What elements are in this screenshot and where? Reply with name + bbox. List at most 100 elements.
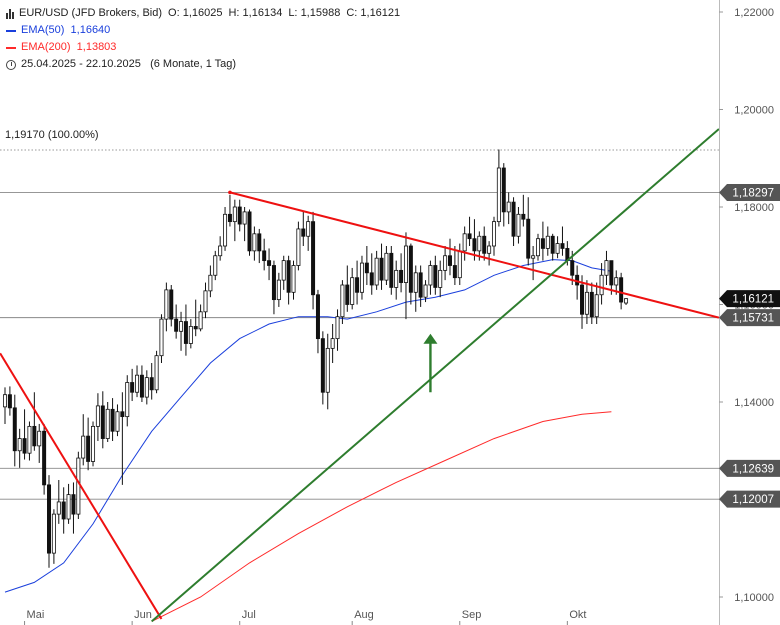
- candle: [540, 221, 545, 261]
- price-badge-text: 1,12639: [732, 463, 774, 475]
- candle: [403, 232, 408, 320]
- candle-body-down: [32, 425, 37, 447]
- y-tick-label: 1,20000: [734, 105, 774, 117]
- candle: [149, 363, 154, 400]
- candle-body-down: [183, 321, 188, 344]
- candle-body-up: [614, 277, 619, 286]
- ema200-swatch: [6, 46, 16, 49]
- legend-range-row: 25.04.2025 - 22.10.2025 (6 Monate, 1 Tag…: [6, 56, 400, 73]
- candle: [203, 282, 208, 319]
- candle-body-up: [105, 408, 110, 439]
- candle-body-down: [540, 238, 545, 249]
- candle: [100, 391, 105, 449]
- candle-body-down: [12, 407, 17, 452]
- candle-body-up: [496, 167, 501, 223]
- candle: [325, 333, 330, 410]
- candle: [580, 275, 585, 329]
- candle-body-up: [188, 326, 193, 344]
- candle-body-down: [580, 284, 585, 315]
- arrow-head: [423, 333, 438, 344]
- x-tick-label: Sep: [462, 609, 482, 621]
- candle: [17, 428, 22, 468]
- candle: [188, 319, 193, 349]
- candle-body-up: [51, 513, 56, 554]
- candle-body-down: [174, 318, 179, 332]
- x-tick-label: Jul: [242, 609, 256, 621]
- y-tick-label: 1,10000: [734, 592, 774, 604]
- high-value: 1,16134: [242, 7, 283, 19]
- candle-body-down: [71, 494, 76, 515]
- candle: [418, 265, 423, 307]
- price-badge-shape: [719, 290, 780, 308]
- candle: [81, 414, 86, 466]
- candle: [139, 365, 144, 402]
- candle: [330, 324, 335, 363]
- candle-body-down: [257, 233, 262, 252]
- candle-body-up: [144, 377, 149, 398]
- x-tick-label: Okt: [569, 609, 586, 621]
- candle: [227, 194, 232, 227]
- candles-layer: [3, 149, 629, 568]
- candle: [110, 398, 115, 441]
- candle: [384, 246, 389, 285]
- candle-body-down: [560, 243, 565, 249]
- fib-level-label: 1,19170 (100.00%): [5, 129, 99, 141]
- legend-ema50-row[interactable]: EMA(50) 1,16640: [6, 22, 400, 39]
- candle-body-up: [76, 457, 81, 515]
- candle-body-up: [208, 274, 213, 292]
- candle: [526, 197, 531, 266]
- candle: [521, 194, 526, 227]
- candle: [154, 350, 159, 394]
- candle-body-down: [345, 284, 350, 305]
- candle: [7, 386, 12, 416]
- candle-body-down: [267, 260, 272, 266]
- candle-body-down: [389, 252, 394, 288]
- candle: [315, 289, 320, 354]
- candle: [501, 163, 506, 227]
- legend-ema200-row[interactable]: EMA(200) 1,13803: [6, 39, 400, 56]
- candle: [531, 246, 536, 281]
- candle: [12, 394, 17, 467]
- candle: [276, 272, 281, 307]
- price-badge-text: 1,15731: [732, 313, 774, 325]
- candle-body-down: [130, 382, 135, 393]
- candle-body-up: [443, 255, 448, 271]
- candle: [257, 228, 262, 264]
- candle-body-down: [408, 245, 413, 293]
- candle: [237, 199, 242, 232]
- candle-body-up: [3, 394, 8, 408]
- candle-body-down: [286, 260, 291, 293]
- y-tick-label: 1,22000: [734, 7, 774, 19]
- candle: [193, 299, 198, 337]
- candle: [252, 226, 257, 261]
- ema50-value: 1,16640: [70, 24, 111, 36]
- candle: [462, 226, 467, 261]
- candle: [95, 393, 100, 441]
- candle-body-up: [335, 316, 340, 340]
- candle-body-up: [462, 233, 467, 252]
- candle: [511, 197, 516, 246]
- candle: [105, 402, 110, 442]
- candle-body-down: [61, 501, 66, 520]
- open-label: O:: [168, 7, 180, 19]
- candle-body-up: [477, 235, 482, 252]
- candle: [42, 423, 47, 495]
- arrow-layer: [423, 333, 438, 393]
- candle-body-down: [139, 374, 144, 398]
- ema200-label: EMA(200): [21, 41, 71, 53]
- candle: [482, 226, 487, 261]
- candle: [472, 219, 477, 261]
- candle-body-up: [232, 206, 237, 223]
- candle: [350, 267, 355, 310]
- candle: [32, 392, 37, 451]
- candle-body-down: [86, 435, 91, 462]
- ema50-label: EMA(50): [21, 24, 65, 36]
- candle-body-up: [159, 318, 164, 357]
- candle-body-up: [125, 382, 130, 418]
- candle-body-up: [135, 374, 140, 393]
- candle: [438, 260, 443, 298]
- candle-body-up: [506, 201, 511, 213]
- candle: [159, 314, 164, 363]
- candle-body-down: [364, 262, 369, 274]
